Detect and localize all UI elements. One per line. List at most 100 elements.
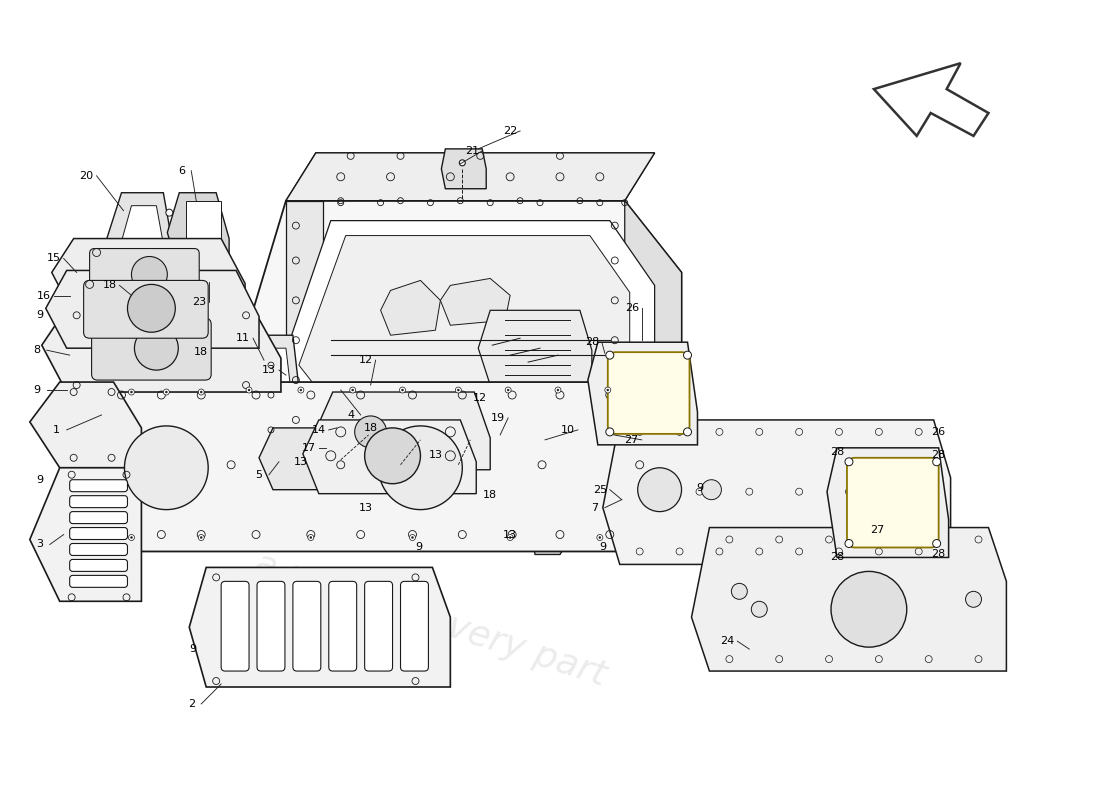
Text: 9: 9 [415,542,422,553]
Circle shape [409,534,416,541]
FancyBboxPatch shape [91,318,211,380]
Polygon shape [440,278,510,326]
FancyBboxPatch shape [400,582,428,671]
Text: 26: 26 [932,427,946,437]
Polygon shape [692,527,1006,671]
Text: 26: 26 [625,303,639,314]
Circle shape [683,428,692,436]
FancyBboxPatch shape [69,543,128,555]
Text: 18: 18 [102,280,117,290]
Circle shape [845,458,853,466]
FancyBboxPatch shape [221,582,249,671]
Polygon shape [106,193,179,310]
Text: 9: 9 [33,385,41,395]
Circle shape [598,537,601,538]
Polygon shape [286,153,654,201]
Text: 9: 9 [189,644,197,654]
Text: 28: 28 [829,447,844,457]
FancyBboxPatch shape [847,458,938,547]
Text: 15: 15 [46,254,60,263]
Polygon shape [603,420,950,565]
Polygon shape [239,335,307,488]
FancyBboxPatch shape [293,582,321,671]
Polygon shape [496,428,530,514]
Circle shape [131,537,132,538]
Circle shape [364,428,420,484]
Polygon shape [520,425,576,554]
Polygon shape [302,420,476,494]
Circle shape [683,351,692,359]
FancyBboxPatch shape [69,480,128,492]
FancyBboxPatch shape [84,281,208,338]
FancyBboxPatch shape [257,582,285,671]
Polygon shape [30,382,142,468]
FancyBboxPatch shape [69,496,128,508]
Text: 28: 28 [585,338,600,347]
FancyBboxPatch shape [329,582,356,671]
Circle shape [556,387,561,393]
Text: 5: 5 [255,470,263,480]
Text: 9: 9 [696,482,703,493]
Text: 14: 14 [311,425,326,435]
Text: 13: 13 [503,530,517,539]
FancyBboxPatch shape [89,249,199,303]
Circle shape [830,571,906,647]
Text: 17: 17 [301,443,316,453]
Text: 21: 21 [465,146,480,156]
Text: 16: 16 [36,291,51,302]
Text: 3: 3 [36,539,43,550]
Circle shape [455,387,461,393]
Circle shape [607,389,608,391]
Text: 28: 28 [932,450,946,460]
Circle shape [751,602,767,618]
Text: 28: 28 [829,553,844,562]
Text: 7: 7 [592,502,598,513]
Circle shape [845,539,853,547]
Circle shape [200,537,202,538]
Circle shape [166,297,173,304]
Circle shape [129,534,134,541]
Polygon shape [258,428,383,490]
Polygon shape [625,201,682,462]
Text: 9: 9 [36,474,43,485]
Polygon shape [167,193,229,273]
Circle shape [966,591,981,607]
Circle shape [505,387,512,393]
FancyBboxPatch shape [69,559,128,571]
Circle shape [354,416,386,448]
Circle shape [597,534,603,541]
Text: 25: 25 [593,485,607,494]
Polygon shape [120,206,166,278]
Text: 27: 27 [625,435,639,445]
Text: 27: 27 [870,525,884,534]
Polygon shape [299,235,629,425]
Circle shape [732,583,747,599]
Text: 2: 2 [188,699,195,709]
Polygon shape [30,468,142,602]
Circle shape [411,537,414,538]
Text: 22: 22 [503,126,517,136]
Polygon shape [248,348,297,462]
Circle shape [378,426,462,510]
FancyBboxPatch shape [69,575,128,587]
Circle shape [166,209,173,216]
Text: 18: 18 [483,490,497,500]
Text: since 1985: since 1985 [493,438,846,602]
Text: 18: 18 [195,347,208,357]
FancyBboxPatch shape [69,512,128,523]
Polygon shape [827,448,948,558]
Circle shape [200,391,202,393]
Polygon shape [317,392,491,470]
Text: 28: 28 [932,550,946,559]
Text: 8: 8 [33,345,41,355]
Circle shape [606,428,614,436]
Text: 13: 13 [359,502,373,513]
Circle shape [132,257,167,292]
Polygon shape [191,269,243,326]
Circle shape [402,389,404,391]
Polygon shape [478,310,592,385]
Text: 13: 13 [428,450,442,460]
Text: 6: 6 [178,166,185,176]
Circle shape [300,389,301,391]
Circle shape [507,389,509,391]
